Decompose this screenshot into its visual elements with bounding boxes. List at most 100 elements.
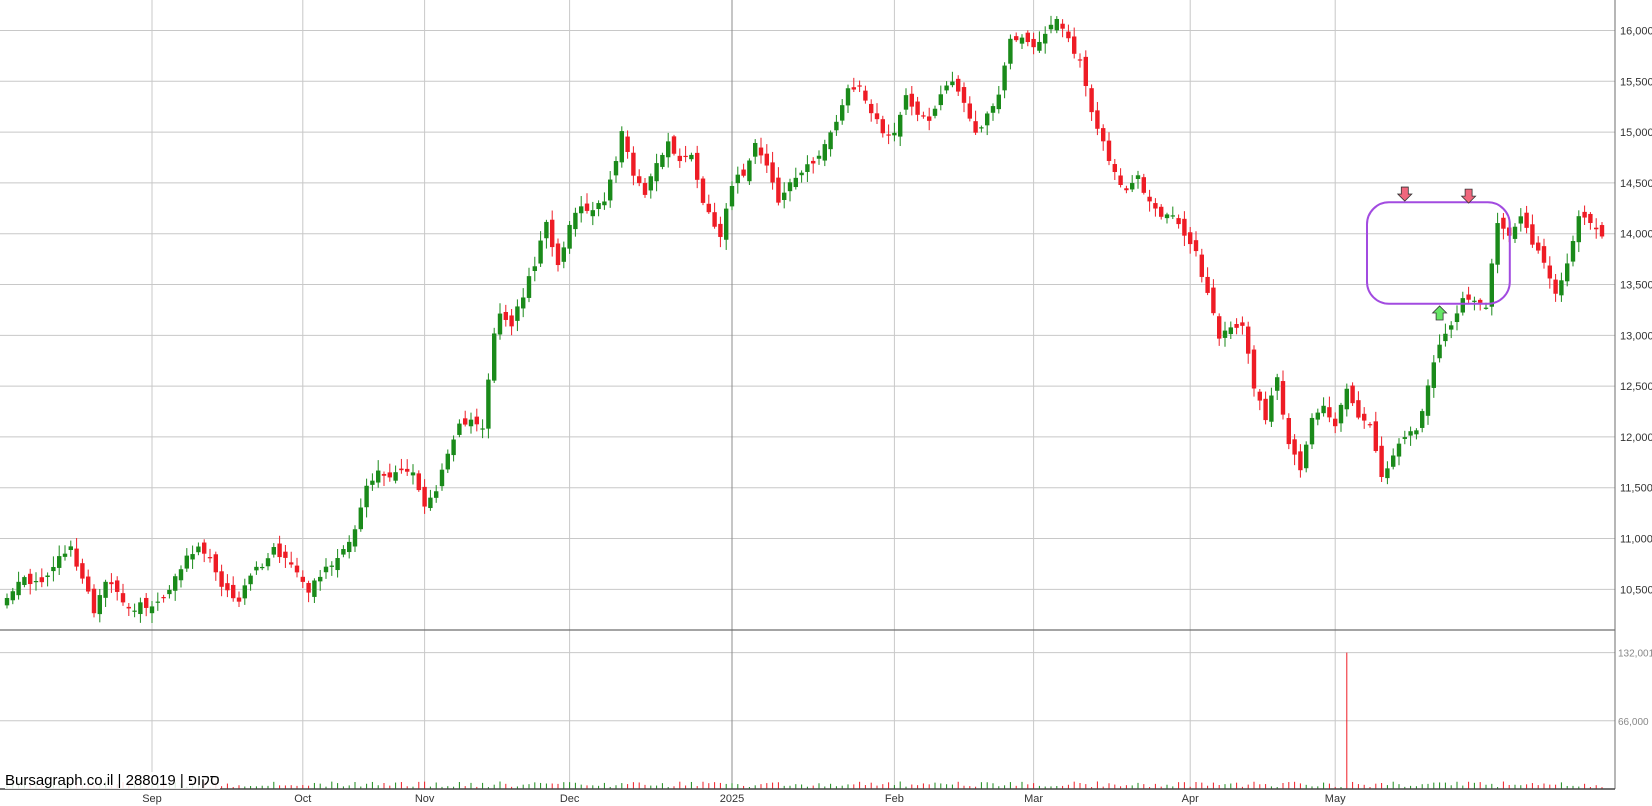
candle-body [625, 136, 630, 152]
candle-body [1188, 232, 1193, 245]
candle-body [642, 182, 648, 195]
candle-body [985, 113, 990, 126]
candle-body [1333, 418, 1338, 427]
month-label: Dec [560, 793, 580, 805]
price-tick-label: 11,500 [1620, 483, 1652, 495]
candle-body [1257, 391, 1262, 401]
candle-body [700, 178, 706, 203]
candle-body [1483, 307, 1489, 309]
candle-body [480, 428, 485, 430]
candle-body [660, 154, 665, 167]
candle-body [1089, 88, 1094, 113]
price-tick-label: 13,000 [1620, 330, 1652, 342]
candle-body [277, 543, 282, 558]
candle-body [1565, 263, 1570, 282]
candle-body [1048, 24, 1054, 30]
candle-body [33, 580, 39, 583]
candle-body [1147, 196, 1152, 202]
candle-body [579, 206, 584, 214]
axes [0, 0, 1616, 790]
candle-body [1489, 263, 1494, 307]
candle-body [915, 101, 920, 115]
candle-body [1356, 400, 1361, 418]
candle-body [990, 106, 996, 113]
watermark-caption: Bursagraph.co.il | 288019 | סקופ [5, 772, 220, 789]
candle-body [225, 583, 230, 591]
candle-body [1321, 405, 1326, 414]
candle-body [207, 557, 213, 559]
arrow-up-icon [1431, 305, 1448, 321]
candle-body [967, 103, 972, 119]
candle-body [1518, 216, 1523, 224]
month-label: 2025 [720, 793, 744, 805]
candle-body [706, 203, 711, 213]
candle-body [155, 601, 160, 603]
candle-body [1385, 468, 1390, 479]
candle-body [782, 192, 787, 201]
candle-body [294, 565, 300, 573]
candle-body [1106, 140, 1112, 161]
candle-body [231, 584, 236, 599]
candle-body [1240, 322, 1245, 326]
candle-body [149, 606, 155, 614]
candle-body [51, 566, 56, 572]
candle-body [724, 208, 729, 240]
volume-tick-label: 66,000 [1618, 717, 1649, 728]
candle-body [1454, 313, 1460, 323]
candle-body [1547, 265, 1552, 279]
pattern-rounded-box [1366, 201, 1511, 305]
price-tick-label: 14,500 [1620, 178, 1652, 190]
candle-body [1211, 287, 1216, 314]
candle-body [1541, 246, 1547, 263]
candle-body [845, 88, 851, 106]
candle-body [312, 580, 317, 597]
candle-body [1315, 412, 1320, 420]
candle-body [445, 453, 450, 470]
candle-body [729, 185, 735, 207]
candle-body [213, 554, 218, 573]
candle-body [555, 243, 561, 266]
candle-body [1524, 212, 1529, 228]
candle-body [1402, 437, 1407, 439]
candle-body [439, 469, 445, 487]
candle-body [880, 119, 885, 134]
candle-body [654, 163, 659, 182]
candle-body [1054, 18, 1059, 31]
candle-body [648, 176, 653, 191]
candle-body [492, 333, 497, 381]
candle-body [689, 154, 694, 160]
pattern-annotations [1366, 186, 1511, 321]
candle-body [1431, 362, 1436, 388]
candle-body [695, 152, 700, 180]
candle-body [1373, 421, 1378, 452]
candlesticks [4, 15, 1605, 623]
candle-body [1350, 385, 1355, 404]
candle-body [271, 547, 276, 555]
candle-body [451, 439, 456, 456]
price-tick-label: 16,000 [1620, 25, 1652, 37]
candle-body [120, 593, 126, 603]
axis-labels: 10,500 11,000 11,500 12,000 12,500 13,000 13,5… [142, 25, 1652, 805]
candle-body [1176, 218, 1181, 225]
candle-body [1037, 41, 1042, 51]
candle-body [521, 297, 526, 309]
candle-body [39, 577, 44, 583]
candle-body [886, 134, 891, 136]
candle-body [1228, 327, 1233, 335]
candle-body [1443, 333, 1448, 342]
candle-body [1396, 443, 1402, 457]
candle-body [631, 152, 636, 176]
candle-body [1495, 223, 1500, 265]
candle-body [376, 470, 381, 483]
candle-body [712, 212, 717, 227]
candle-body [1217, 316, 1222, 339]
month-label: Apr [1182, 793, 1199, 805]
candle-body [1130, 182, 1135, 190]
candle-body [1222, 330, 1228, 338]
candle-body [584, 203, 590, 211]
candle-body [1425, 385, 1431, 416]
candle-body [1124, 188, 1129, 191]
candle-body [1362, 413, 1367, 421]
candle-body [57, 556, 62, 568]
candle-body [1043, 33, 1048, 44]
